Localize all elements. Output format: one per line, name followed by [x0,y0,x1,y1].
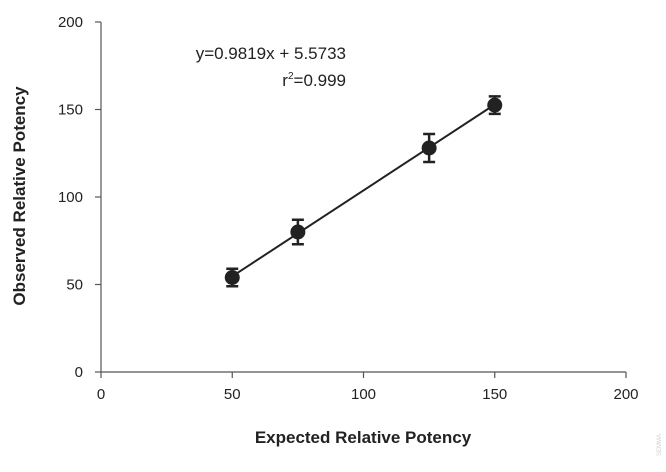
watermark: SEMMA [657,434,663,456]
data-point [224,270,240,285]
r-squared-value: =0.999 [294,71,346,90]
regression-line [231,103,496,278]
x-tick-label: 150 [482,386,507,403]
x-tick-label: 50 [224,386,241,403]
x-tick-label: 100 [351,386,376,403]
data-point [290,224,306,240]
y-tick-label: 150 [58,102,83,119]
data-marks [224,95,503,288]
y-axis-title: Observed Relative Potency [10,86,29,306]
tick-group: 0 50 100 150 200 0 50 100 150 200 [58,14,639,403]
x-axis-title: Expected Relative Potency [255,428,472,447]
data-point [421,140,437,156]
x-tick-label: 200 [613,386,638,403]
regression-equation: y=0.9819x + 5.5733 [196,44,346,63]
axes [100,22,626,373]
y-tick-label: 0 [75,364,83,381]
x-tick-label: 0 [97,386,105,403]
y-tick-label: 200 [58,14,83,31]
y-tick-label: 100 [58,189,83,206]
r-squared-symbol: r [282,71,288,90]
y-tick-label: 50 [66,277,83,294]
data-point [487,97,503,113]
r-squared-superscript: 2 [288,71,294,82]
r-squared-annotation: r2=0.999 [282,71,346,90]
